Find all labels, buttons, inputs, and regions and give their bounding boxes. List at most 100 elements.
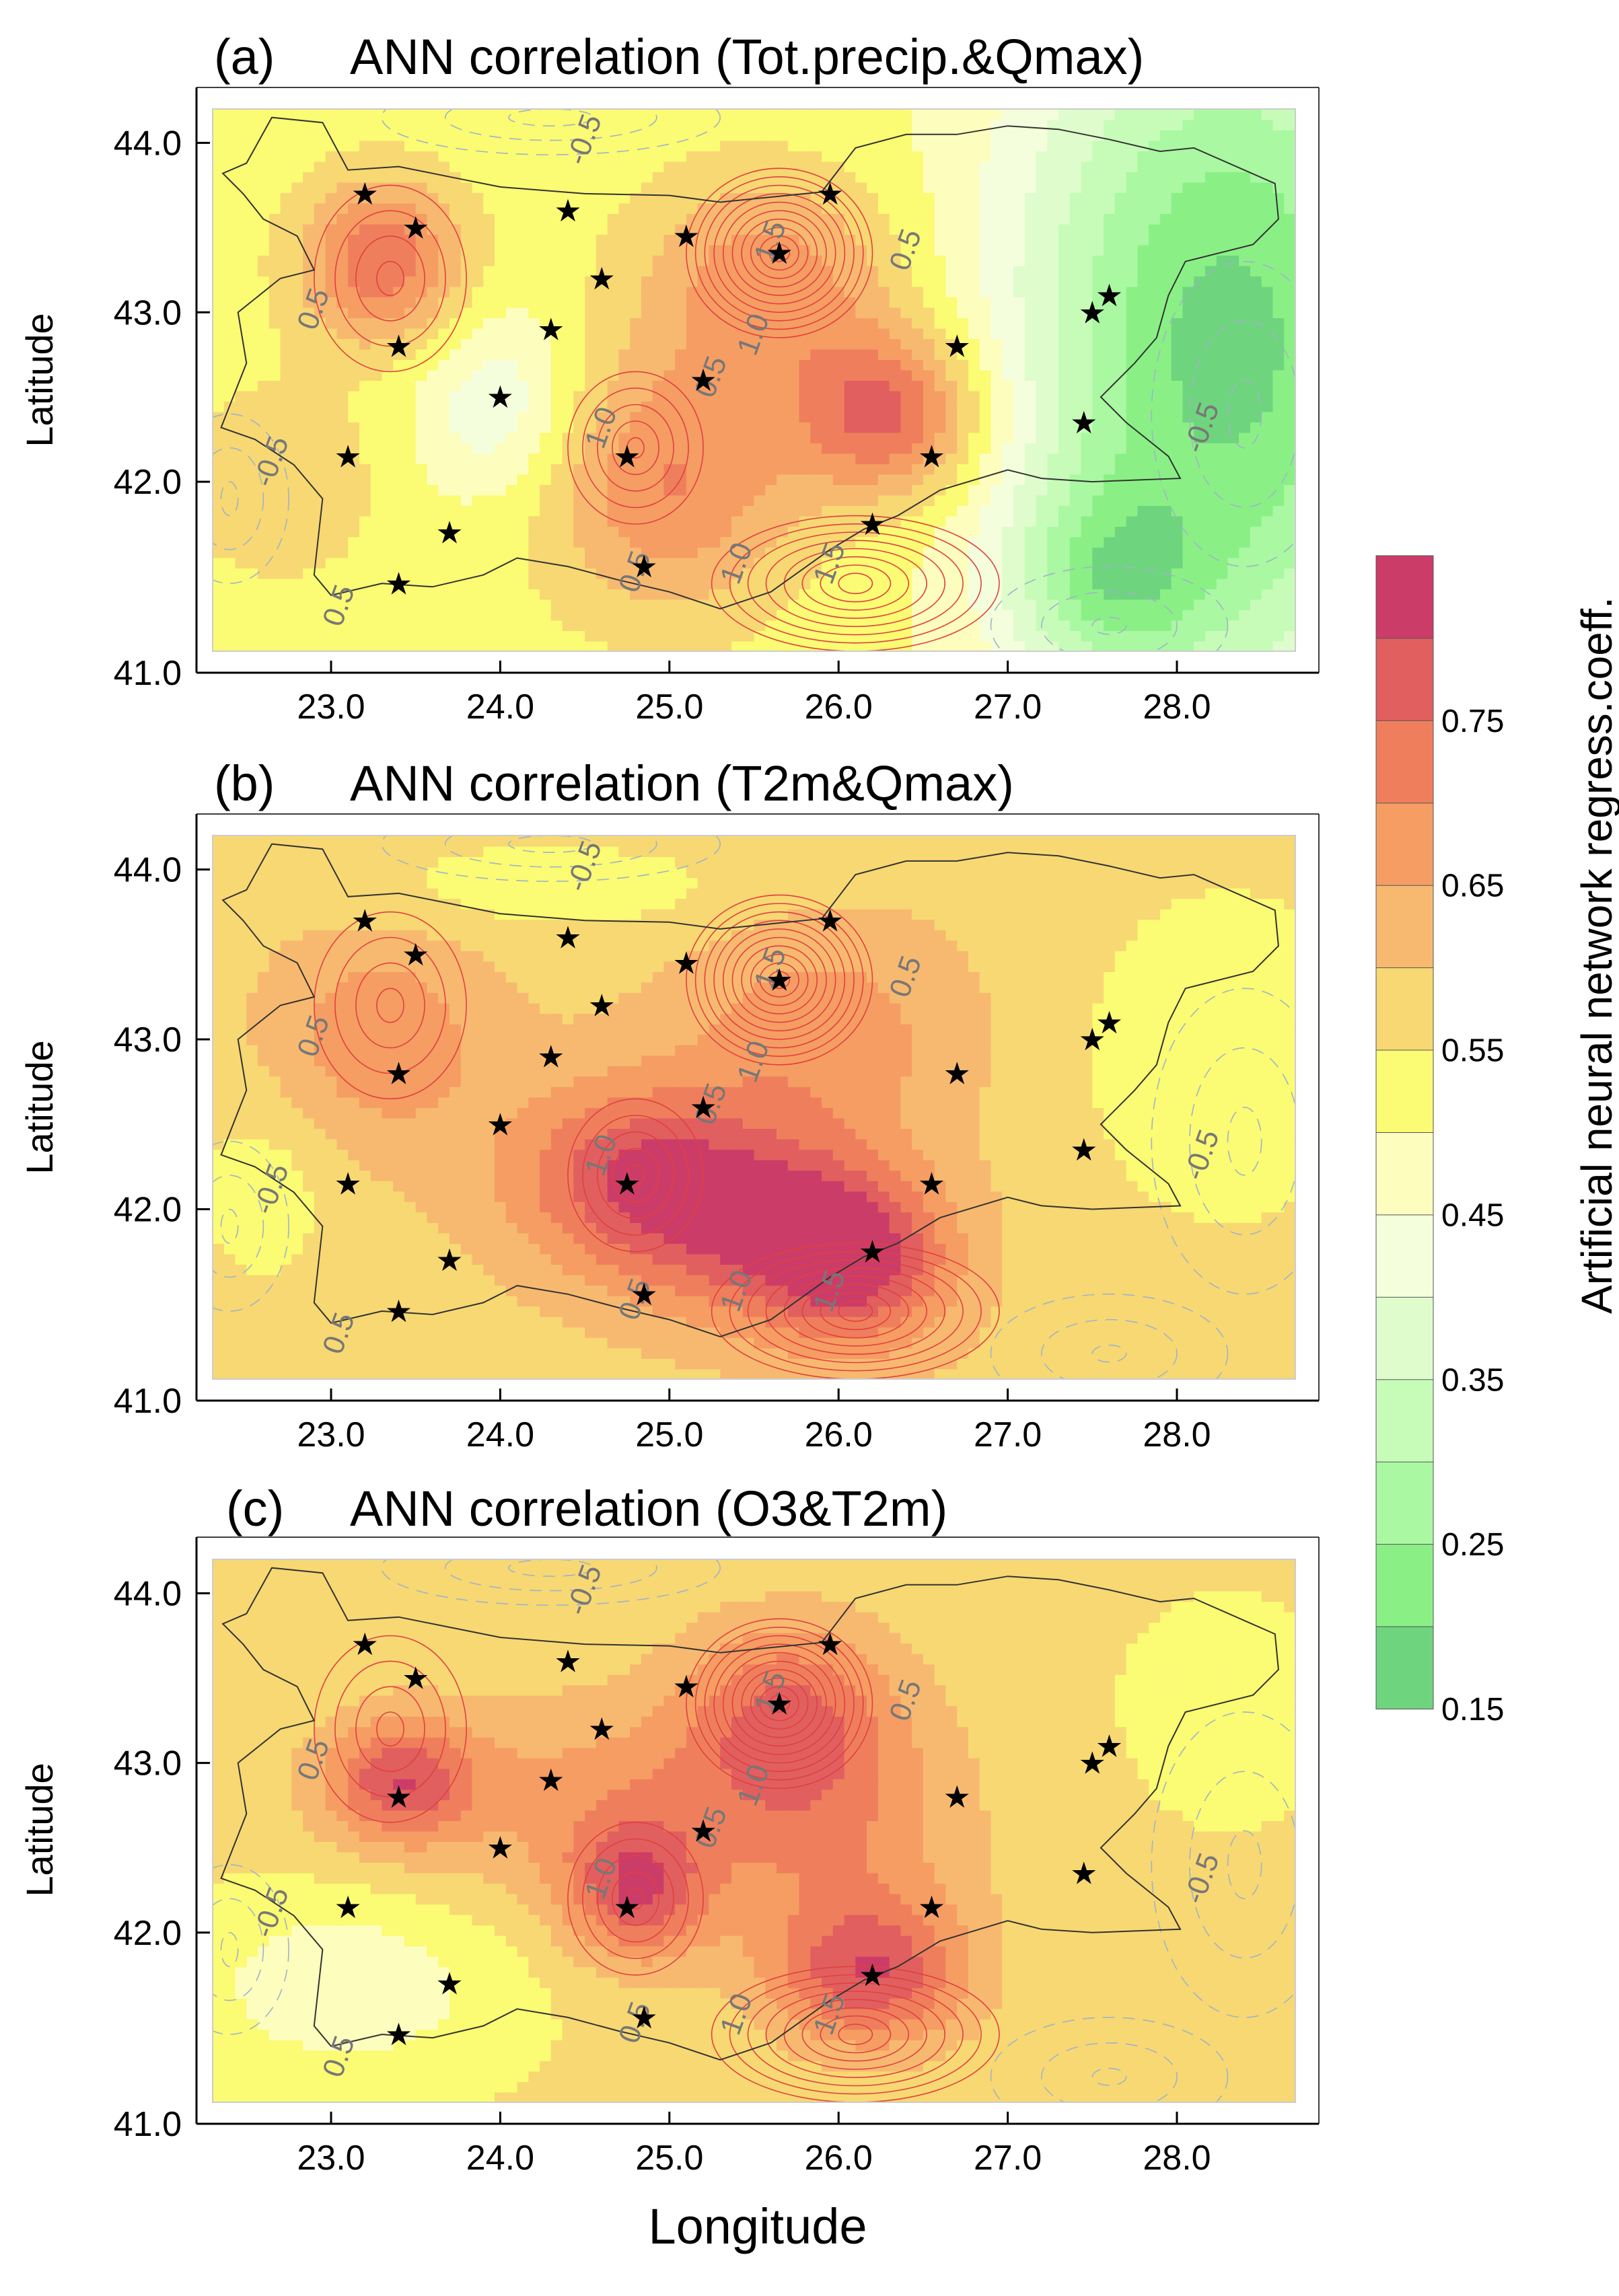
heatmap-cell: [449, 432, 462, 443]
heatmap-cell: [550, 474, 563, 485]
heatmap-cell: [427, 307, 439, 318]
heatmap-cell: [1036, 328, 1048, 339]
heatmap-cell: [235, 547, 248, 558]
heatmap-cell: [968, 515, 980, 527]
heatmap-cell: [900, 234, 913, 246]
heatmap-cell: [968, 276, 980, 287]
heatmap-cell: [573, 390, 586, 402]
heatmap-cell: [1250, 369, 1262, 381]
heatmap-cell: [867, 536, 879, 548]
heatmap-cell: [550, 244, 563, 256]
heatmap-cell: [1024, 609, 1037, 621]
heatmap-cell: [765, 369, 778, 381]
heatmap-cell: [709, 474, 721, 485]
heatmap-cell: [370, 119, 383, 131]
heatmap-cell: [472, 161, 484, 172]
heatmap-cell: [1239, 307, 1251, 318]
heatmap-cell: [652, 411, 665, 422]
heatmap-cell: [765, 130, 778, 141]
heatmap-cell: [483, 234, 495, 246]
heatmap-cell: [1069, 526, 1082, 538]
heatmap-cell: [291, 276, 304, 287]
heatmap-cell: [855, 348, 868, 360]
heatmap-cell: [348, 422, 360, 433]
heatmap-cell: [1002, 297, 1014, 308]
heatmap-cell: [460, 255, 473, 266]
heatmap-cell: [1227, 390, 1240, 402]
heatmap-cell: [483, 432, 495, 443]
heatmap-cell: [889, 161, 902, 172]
heatmap-cell: [1058, 161, 1071, 172]
heatmap-cell: [550, 338, 563, 350]
heatmap-cell: [495, 369, 507, 381]
heatmap-cell: [483, 547, 495, 558]
heatmap-cell: [1002, 578, 1014, 589]
heatmap-cell: [697, 244, 710, 256]
heatmap-cell: [900, 244, 913, 256]
heatmap-cell: [686, 140, 698, 151]
heatmap-cell: [562, 494, 575, 506]
heatmap-cell: [336, 359, 349, 371]
heatmap-cell: [517, 422, 530, 433]
heatmap-cell: [505, 307, 518, 318]
heatmap-cell: [235, 464, 248, 475]
heatmap-cell: [1092, 390, 1105, 402]
heatmap-cell: [1013, 443, 1026, 454]
heatmap-cell: [675, 192, 687, 204]
heatmap-cell: [528, 223, 541, 235]
heatmap-cell: [1126, 286, 1139, 297]
heatmap-cell: [1092, 119, 1105, 131]
heatmap-cell: [348, 526, 360, 538]
heatmap-cell: [336, 140, 349, 151]
heatmap-cell: [1149, 318, 1161, 329]
heatmap-cell: [438, 432, 450, 443]
heatmap-cell: [370, 328, 383, 339]
heatmap-cell: [618, 432, 631, 443]
heatmap-cell: [1137, 119, 1150, 131]
heatmap-cell: [382, 547, 394, 558]
heatmap-cell: [641, 286, 653, 297]
heatmap-cell: [787, 557, 800, 568]
heatmap-cell: [359, 265, 371, 276]
heatmap-cell: [799, 401, 812, 412]
heatmap-cell: [1227, 182, 1240, 193]
heatmap-cell: [709, 390, 721, 402]
heatmap-cell: [777, 328, 789, 339]
heatmap-cell: [754, 338, 766, 350]
heatmap-cell: [1250, 609, 1262, 621]
heatmap-cell: [877, 620, 890, 631]
heatmap-cell: [596, 202, 608, 214]
heatmap-cell: [1204, 494, 1217, 506]
heatmap-cell: [505, 328, 518, 339]
heatmap-cell: [855, 202, 868, 214]
heatmap-cell: [686, 318, 698, 329]
heatmap-cell: [1114, 640, 1127, 651]
heatmap-cell: [1216, 172, 1229, 183]
heatmap-cell: [314, 630, 326, 642]
heatmap-cell: [438, 390, 450, 402]
heatmap-cell: [291, 359, 304, 371]
heatmap-cell: [1149, 547, 1161, 558]
heatmap-cell: [291, 453, 304, 464]
heatmap-cell: [1261, 432, 1274, 443]
heatmap-cell: [460, 338, 473, 350]
heatmap-cell: [799, 119, 812, 131]
heatmap-cell: [348, 255, 360, 266]
heatmap-cell: [505, 255, 518, 266]
heatmap-cell: [291, 328, 304, 339]
heatmap-cell: [1250, 494, 1262, 506]
heatmap-cell: [246, 620, 259, 631]
heatmap-cell: [810, 390, 823, 402]
heatmap-cell: [697, 328, 710, 339]
heatmap-cell: [1250, 515, 1262, 527]
heatmap-cell: [1204, 359, 1217, 371]
heatmap-cell: [562, 411, 575, 422]
heatmap-cell: [1204, 140, 1217, 151]
heatmap-cell: [1284, 411, 1295, 422]
heatmap-cell: [573, 192, 586, 204]
heatmap-cell: [641, 390, 653, 402]
heatmap-cell: [438, 599, 450, 610]
heatmap-cell: [923, 578, 935, 589]
heatmap-cell: [799, 515, 812, 527]
heatmap-cell: [889, 265, 902, 276]
